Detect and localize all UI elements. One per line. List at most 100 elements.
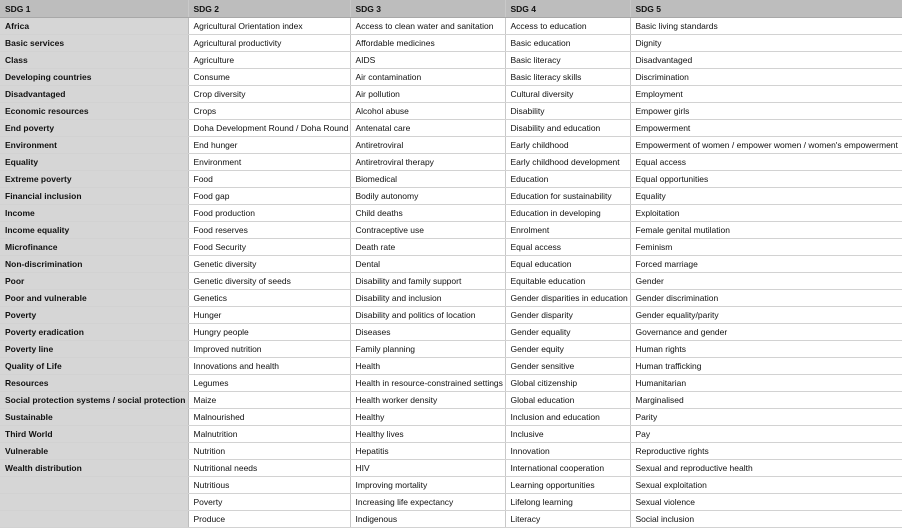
table-cell[interactable]: Dental <box>350 256 505 273</box>
table-cell[interactable]: Gender disparity <box>505 307 630 324</box>
table-cell[interactable]: Air pollution <box>350 86 505 103</box>
table-cell[interactable]: Health in resource-constrained settings <box>350 375 505 392</box>
table-cell[interactable]: Basic education <box>505 35 630 52</box>
table-cell[interactable]: Maize <box>188 392 350 409</box>
table-cell[interactable]: Gender equality/parity <box>630 307 902 324</box>
table-cell[interactable]: Inclusion and education <box>505 409 630 426</box>
table-cell[interactable]: Food Security <box>188 239 350 256</box>
table-cell[interactable]: Hunger <box>188 307 350 324</box>
column-header-sdg-5[interactable]: SDG 5 <box>630 0 902 18</box>
row-label-cell[interactable]: End poverty <box>0 120 188 137</box>
row-label-cell[interactable] <box>0 511 188 528</box>
table-cell[interactable]: Agricultural productivity <box>188 35 350 52</box>
column-header-sdg-4[interactable]: SDG 4 <box>505 0 630 18</box>
table-cell[interactable]: Health <box>350 358 505 375</box>
table-cell[interactable]: Innovations and health <box>188 358 350 375</box>
table-cell[interactable]: Gender equity <box>505 341 630 358</box>
table-cell[interactable]: Agriculture <box>188 52 350 69</box>
table-cell[interactable]: Nutrition <box>188 443 350 460</box>
table-cell[interactable]: Genetics <box>188 290 350 307</box>
table-cell[interactable]: Sexual and reproductive health <box>630 460 902 477</box>
table-cell[interactable]: Social inclusion <box>630 511 902 528</box>
table-cell[interactable]: Basic literacy skills <box>505 69 630 86</box>
table-cell[interactable]: Education <box>505 171 630 188</box>
table-cell[interactable]: Bodily autonomy <box>350 188 505 205</box>
table-cell[interactable]: Employment <box>630 86 902 103</box>
row-label-cell[interactable] <box>0 494 188 511</box>
table-cell[interactable]: Disability <box>505 103 630 120</box>
table-cell[interactable]: Gender discrimination <box>630 290 902 307</box>
table-cell[interactable]: Global citizenship <box>505 375 630 392</box>
table-cell[interactable]: Gender equality <box>505 324 630 341</box>
table-cell[interactable]: Innovation <box>505 443 630 460</box>
table-cell[interactable]: Disability and politics of location <box>350 307 505 324</box>
table-cell[interactable]: Pay <box>630 426 902 443</box>
column-header-sdg-1[interactable]: SDG 1 <box>0 0 188 18</box>
table-cell[interactable]: Access to education <box>505 18 630 35</box>
table-cell[interactable]: Empower girls <box>630 103 902 120</box>
row-label-cell[interactable]: Quality of Life <box>0 358 188 375</box>
row-label-cell[interactable]: Poor and vulnerable <box>0 290 188 307</box>
row-label-cell[interactable]: Basic services <box>0 35 188 52</box>
row-label-cell[interactable]: Africa <box>0 18 188 35</box>
table-cell[interactable]: Hungry people <box>188 324 350 341</box>
table-cell[interactable]: HIV <box>350 460 505 477</box>
table-cell[interactable]: Learning opportunities <box>505 477 630 494</box>
row-label-cell[interactable]: Income <box>0 205 188 222</box>
row-label-cell[interactable]: Developing countries <box>0 69 188 86</box>
table-cell[interactable]: AIDS <box>350 52 505 69</box>
row-label-cell[interactable]: Environment <box>0 137 188 154</box>
table-cell[interactable]: Consume <box>188 69 350 86</box>
table-cell[interactable]: Disability and inclusion <box>350 290 505 307</box>
table-cell[interactable]: Early childhood <box>505 137 630 154</box>
table-cell[interactable]: Equal access <box>505 239 630 256</box>
table-cell[interactable]: Parity <box>630 409 902 426</box>
table-cell[interactable]: Agricultural Orientation index <box>188 18 350 35</box>
table-cell[interactable]: Governance and gender <box>630 324 902 341</box>
table-cell[interactable]: Diseases <box>350 324 505 341</box>
table-cell[interactable]: Cultural diversity <box>505 86 630 103</box>
table-cell[interactable]: Early childhood development <box>505 154 630 171</box>
column-header-sdg-3[interactable]: SDG 3 <box>350 0 505 18</box>
table-cell[interactable]: Dignity <box>630 35 902 52</box>
row-label-cell[interactable]: Vulnerable <box>0 443 188 460</box>
table-cell[interactable]: Humanitarian <box>630 375 902 392</box>
table-cell[interactable]: Legumes <box>188 375 350 392</box>
table-cell[interactable]: Disability and education <box>505 120 630 137</box>
table-cell[interactable]: Antenatal care <box>350 120 505 137</box>
table-cell[interactable]: Contraceptive use <box>350 222 505 239</box>
table-cell[interactable]: Sexual violence <box>630 494 902 511</box>
table-cell[interactable]: Biomedical <box>350 171 505 188</box>
table-cell[interactable]: Equal education <box>505 256 630 273</box>
row-label-cell[interactable]: Poor <box>0 273 188 290</box>
table-cell[interactable]: Empowerment of women / empower women / w… <box>630 137 902 154</box>
row-label-cell[interactable]: Poverty <box>0 307 188 324</box>
row-label-cell[interactable]: Sustainable <box>0 409 188 426</box>
table-cell[interactable]: Improving mortality <box>350 477 505 494</box>
table-cell[interactable]: Gender sensitive <box>505 358 630 375</box>
row-label-cell[interactable]: Financial inclusion <box>0 188 188 205</box>
table-cell[interactable]: Basic living standards <box>630 18 902 35</box>
table-cell[interactable]: Human rights <box>630 341 902 358</box>
table-cell[interactable]: Basic literacy <box>505 52 630 69</box>
column-header-sdg-2[interactable]: SDG 2 <box>188 0 350 18</box>
table-cell[interactable]: Genetic diversity of seeds <box>188 273 350 290</box>
table-cell[interactable]: Hepatitis <box>350 443 505 460</box>
table-cell[interactable]: Lifelong learning <box>505 494 630 511</box>
table-cell[interactable]: Affordable medicines <box>350 35 505 52</box>
table-cell[interactable]: Empowerment <box>630 120 902 137</box>
row-label-cell[interactable]: Social protection systems / social prote… <box>0 392 188 409</box>
table-cell[interactable]: Gender disparities in education <box>505 290 630 307</box>
row-label-cell[interactable]: Class <box>0 52 188 69</box>
table-cell[interactable]: Antiretroviral <box>350 137 505 154</box>
table-cell[interactable]: Sexual exploitation <box>630 477 902 494</box>
table-cell[interactable]: Child deaths <box>350 205 505 222</box>
table-cell[interactable]: Forced marriage <box>630 256 902 273</box>
table-cell[interactable]: Inclusive <box>505 426 630 443</box>
table-cell[interactable]: Poverty <box>188 494 350 511</box>
table-cell[interactable]: Equality <box>630 188 902 205</box>
row-label-cell[interactable]: Extreme poverty <box>0 171 188 188</box>
row-label-cell[interactable]: Microfinance <box>0 239 188 256</box>
table-cell[interactable]: Discrimination <box>630 69 902 86</box>
table-cell[interactable]: Nutritional needs <box>188 460 350 477</box>
